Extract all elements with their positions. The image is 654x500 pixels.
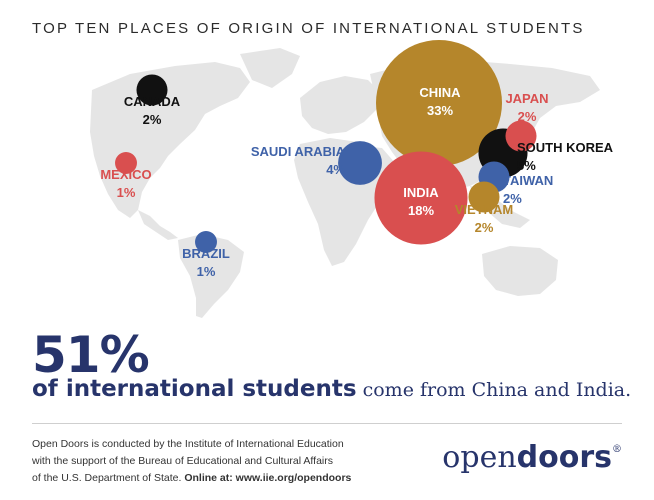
label-canada-value: 2%: [143, 112, 162, 127]
label-mexico-value: 1%: [117, 185, 136, 200]
label-india-value: 18%: [408, 203, 434, 218]
footer-link-text[interactable]: Online at: www.iie.org/opendoors: [184, 472, 352, 484]
opendoors-logo: opendoors®: [442, 440, 622, 475]
subline-bold-text: of international students: [32, 376, 357, 402]
bubble-japan: [505, 120, 537, 152]
label-china-value: 33%: [427, 103, 453, 118]
bubble-brazil: [195, 231, 217, 253]
subline-rest-text: come from China and India.: [356, 379, 632, 401]
footer-line-3: of the U.S. Department of State. Online …: [32, 470, 392, 487]
footer-line-1: Open Doors is conducted by the Institute…: [32, 438, 344, 450]
label-vietnam-name: VIETNAM: [455, 202, 514, 217]
registered-mark: ®: [612, 444, 622, 455]
label-japan-value: 2%: [518, 109, 537, 124]
bubble-canada: [136, 74, 168, 106]
label-brazil-name: BRAZIL: [182, 246, 230, 261]
south-america-shape: [178, 234, 244, 318]
central-america-shape: [138, 210, 178, 240]
bubble-saudi-arabia: [338, 141, 382, 185]
label-south-korea-name: SOUTH KOREA: [517, 140, 614, 155]
bubble-china: [376, 40, 502, 166]
footer-divider: [32, 423, 622, 424]
label-taiwan-value: 2%: [503, 191, 522, 206]
headline-subline: of international students come from Chin…: [32, 376, 631, 402]
label-china-name: CHINA: [419, 85, 461, 100]
infographic-title: TOP TEN PLACES OF ORIGIN OF INTERNATIONA…: [32, 20, 585, 37]
bubble-vietnam: [468, 181, 500, 213]
label-mexico-name: MEXICO: [100, 167, 151, 182]
north-america-shape: [90, 62, 250, 218]
bubble-mexico: [115, 152, 137, 174]
europe-shape: [300, 76, 380, 134]
label-vietnam-value: 2%: [475, 220, 494, 235]
label-canada-name: CANADA: [124, 94, 181, 109]
label-saudi-arabia-value: 4%: [326, 162, 345, 177]
footer-line-2: with the support of the Bureau of Educat…: [32, 455, 333, 467]
label-saudi-arabia-name: SAUDI ARABIA: [251, 144, 346, 159]
bubbles-layer: [115, 40, 537, 253]
world-map: CANADA 2% MEXICO 1% BRAZIL 1% SAUDI ARABIA 4% CH…: [90, 40, 614, 318]
headline-percent: 51%: [32, 326, 150, 384]
label-japan-name: JAPAN: [505, 91, 548, 106]
footer-text: Open Doors is conducted by the Institute…: [32, 436, 392, 487]
label-brazil-value: 1%: [197, 264, 216, 279]
label-india-name: INDIA: [403, 185, 439, 200]
australia-shape: [482, 246, 558, 296]
labels-layer: CANADA 2% MEXICO 1% BRAZIL 1% SAUDI ARABIA 4% CH…: [100, 85, 613, 279]
logo-doors: doors: [516, 440, 612, 475]
footer-line-3-plain: of the U.S. Department of State.: [32, 472, 185, 484]
label-south-korea-value: 5%: [517, 158, 536, 173]
logo-open: open: [442, 440, 517, 475]
bubble-india: [374, 151, 468, 245]
greenland-shape: [240, 48, 300, 88]
label-taiwan-name: TAIWAN: [503, 173, 553, 188]
